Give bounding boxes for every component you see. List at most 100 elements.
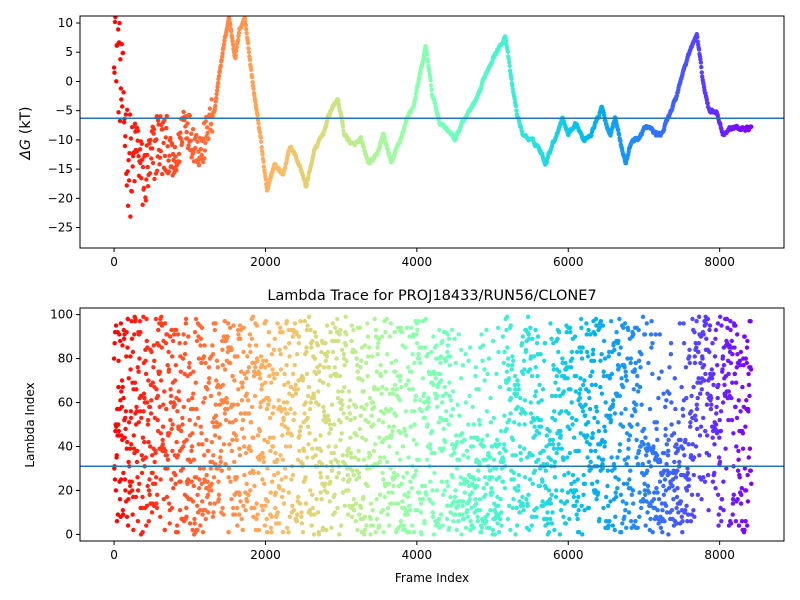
lambda-point (217, 422, 223, 427)
lambda-point (711, 382, 716, 388)
delta-g-point (128, 214, 133, 219)
lambda-point (530, 481, 535, 486)
lambda-point (208, 393, 214, 399)
lambda-point (601, 457, 606, 462)
lambda-point (614, 330, 619, 335)
lambda-y-tick-label: 40 (58, 439, 73, 453)
delta-g-point (173, 154, 178, 159)
lambda-point (649, 345, 654, 350)
lambda-point (303, 501, 309, 506)
lambda-point (730, 380, 735, 385)
lambda-point (515, 523, 520, 528)
lambda-point (164, 453, 169, 458)
lambda-point (404, 433, 409, 438)
lambda-point (578, 376, 583, 381)
delta-g-x-tick-label: 4000 (402, 255, 433, 269)
lambda-point (635, 525, 640, 530)
lambda-point (300, 461, 305, 467)
lambda-point (264, 406, 270, 412)
lambda-point (416, 352, 421, 357)
lambda-point (644, 448, 650, 454)
lambda-point (126, 497, 131, 502)
lambda-point (246, 492, 251, 497)
lambda-point (618, 345, 623, 350)
lambda-point (120, 343, 125, 348)
lambda-point (271, 347, 277, 352)
lambda-point (601, 505, 606, 511)
lambda-point (214, 420, 219, 425)
lambda-point (379, 334, 385, 339)
lambda-point (292, 363, 297, 368)
lambda-point (497, 384, 503, 390)
lambda-point (457, 413, 462, 418)
lambda-point (397, 398, 402, 403)
lambda-point (602, 424, 607, 429)
lambda-point (237, 492, 242, 497)
lambda-point (710, 479, 716, 484)
lambda-point (367, 345, 372, 350)
lambda-point (514, 505, 519, 511)
lambda-point (652, 490, 657, 495)
lambda-point (457, 457, 462, 462)
lambda-point (395, 472, 400, 478)
lambda-point (606, 503, 611, 508)
lambda-point (149, 510, 155, 515)
lambda-point (158, 514, 163, 519)
lambda-point (657, 332, 662, 337)
lambda-point (240, 384, 245, 390)
lambda-point (692, 360, 698, 366)
lambda-point (164, 406, 169, 412)
lambda-point (391, 483, 396, 489)
delta-g-point (116, 27, 121, 32)
lambda-point (305, 455, 310, 460)
delta-g-point (114, 79, 119, 84)
lambda-point (691, 455, 697, 460)
lambda-point (280, 530, 286, 535)
lambda-point (406, 503, 412, 508)
lambda-point (194, 338, 200, 344)
lambda-point (227, 325, 233, 330)
lambda-point (505, 356, 511, 361)
lambda-point (398, 457, 403, 462)
lambda-point (416, 457, 421, 462)
lambda-point (290, 393, 295, 399)
lambda-point (296, 494, 301, 500)
lambda-point (693, 341, 698, 346)
lambda-point (519, 457, 524, 462)
delta-g-point (202, 156, 207, 161)
lambda-point (363, 437, 369, 443)
delta-g-point (145, 184, 151, 189)
lambda-point (311, 532, 317, 537)
lambda-point (677, 321, 682, 326)
lambda-point (299, 514, 304, 519)
lambda-point (295, 512, 300, 517)
lambda-point (222, 411, 228, 416)
lambda-point (170, 338, 176, 344)
delta-g-point (155, 168, 160, 173)
lambda-point (709, 367, 714, 372)
lambda-point (606, 349, 612, 355)
lambda-point (146, 439, 151, 445)
lambda-point (275, 457, 280, 462)
lambda-point (549, 336, 554, 341)
delta-g-point (618, 138, 623, 144)
lambda-point (665, 453, 671, 458)
lambda-point (580, 345, 585, 350)
lambda-point (499, 510, 504, 515)
delta-g-point (185, 136, 190, 141)
delta-g-point (130, 124, 135, 130)
lambda-point (259, 382, 265, 388)
lambda-y-tick-label: 100 (50, 308, 73, 322)
delta-g-point (132, 179, 137, 184)
lambda-point (627, 433, 633, 438)
lambda-point (631, 387, 637, 392)
lambda-point (712, 470, 717, 476)
lambda-point (686, 442, 691, 447)
lambda-point (216, 479, 221, 484)
lambda-point (633, 519, 638, 524)
lambda-point (685, 519, 690, 524)
lambda-point (228, 360, 233, 366)
lambda-point (231, 402, 236, 407)
lambda-point (697, 453, 702, 458)
delta-g-point (141, 185, 147, 191)
